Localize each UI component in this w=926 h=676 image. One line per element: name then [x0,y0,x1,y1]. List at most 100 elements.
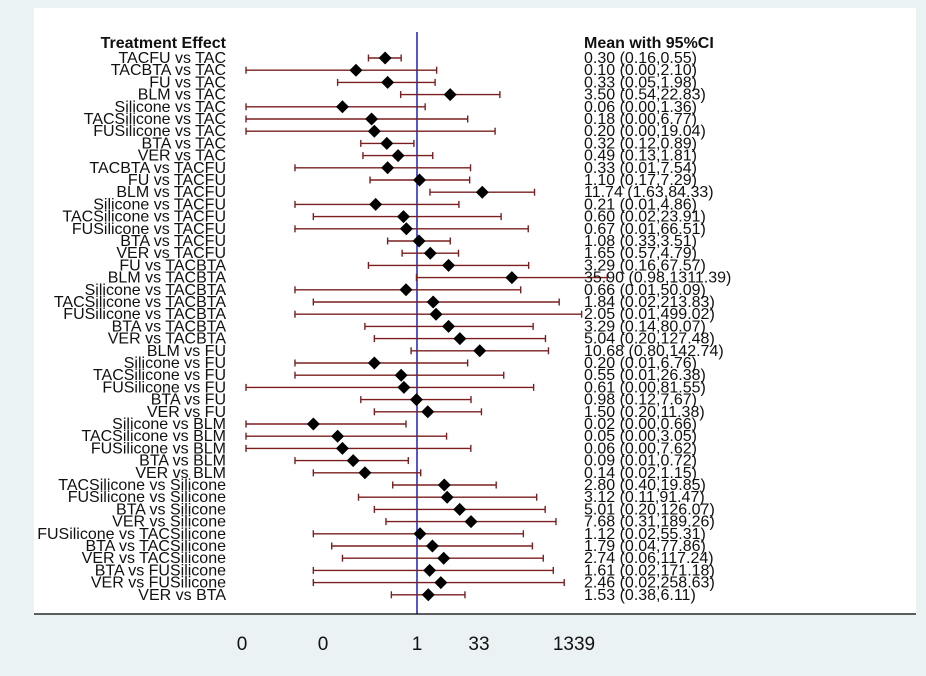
forest-row: TACSilicone vs Silicone 2.80 (0.40,19.85) [58,477,706,494]
row-ci-text: 0.49 (0.13,1.81) [584,148,697,165]
row-label: Silicone vs TAC [115,99,226,116]
x-tick-label: 33 [468,634,489,655]
mean-marker [442,258,456,272]
row-label: VER vs BTA [138,587,226,604]
x-ticks-group: 0 0 1 33 1339 [237,634,595,655]
row-ci-text: 1.65 (0.57,4.79) [584,245,697,262]
row-ci-text: 7.68 (0.31,189.26) [584,514,715,531]
row-label: TACSilicone vs BLM [81,428,226,445]
mean-marker [396,210,410,224]
row-label: TACSilicone vs TAC [84,111,226,128]
forest-row: TACFU vs TAC 0.30 (0.16,0.55) [118,50,697,67]
forest-row: BTA vs BLM 0.09 (0.01,0.72) [139,453,697,470]
row-ci-text: 0.61 (0.00,81.55) [584,379,706,396]
row-label: TACSilicone vs FU [93,367,226,384]
forest-row: FUSilicone vs TACBTA 2.05 (0.01,499.02) [63,306,714,323]
row-ci-text: 0.33 (0.05,1.98) [584,74,697,91]
forest-row: BTA vs FU 0.98 (0.12,7.67) [151,392,697,409]
row-label: Silicone vs FU [124,355,226,372]
mean-marker [440,490,454,504]
forest-row: VER vs TACBTA 5.04 (0.20,127.48) [108,331,715,348]
row-ci-text: 3.12 (0.11,91.47) [584,489,705,506]
mean-marker [394,368,408,382]
mean-marker [399,222,413,236]
forest-row: VER vs Silicone 7.68 (0.31,189.26) [112,514,715,531]
forest-row: Silicone vs FU 0.20 (0.01,6.76) [124,355,697,372]
row-ci-text: 1.10 (0.17,7.29) [584,172,697,189]
row-ci-text: 0.30 (0.16,0.55) [584,50,697,67]
row-label: VER vs TACFU [116,245,226,262]
row-label: VER vs FUSilicone [91,575,226,592]
x-tick-label: 1339 [553,634,595,655]
forest-row: FUSilicone vs TACSilicone 1.12 (0.02,55.3… [37,526,706,543]
mean-marker [421,588,435,602]
row-label: BLM vs TACFU [116,184,226,201]
forest-row: FUSilicone vs TACFU 0.67 (0.01,66.51) [72,221,706,238]
row-label: FUSilicone vs Silicone [68,489,226,506]
row-label: VER vs FU [147,404,226,421]
row-label: BTA vs BLM [139,453,226,470]
header-treatment-effect: Treatment Effect [101,35,227,52]
row-ci-text: 2.05 (0.01,499.02) [584,306,715,323]
row-ci-text: 0.20 (0.01,6.76) [584,355,697,372]
row-label: TACSilicone vs TACBTA [54,294,227,311]
row-label: FU vs TACBTA [119,257,226,274]
forest-row: VER vs TACFU 1.65 (0.57,4.79) [116,245,697,262]
row-label: BTA vs TACBTA [112,318,227,335]
header-mean-ci: Mean with 95%CI [584,35,714,52]
row-ci-text: 0.20 (0.00,19.04) [584,123,706,140]
rows-group: TACFU vs TAC 0.30 (0.16,0.55)TACBTA vs TA… [37,50,731,604]
mean-marker [475,185,489,199]
mean-marker [409,393,423,407]
mean-marker [413,527,427,541]
row-ci-text: 5.04 (0.20,127.48) [584,331,715,348]
forest-row: BLM vs TACBTA 35.90 (0.98,1311.39) [108,270,732,287]
row-ci-text: 3.29 (0.14,80.07) [584,318,706,335]
mean-marker [381,75,395,89]
mean-marker [369,197,383,211]
mean-marker [473,344,487,358]
mean-marker [443,88,457,102]
mean-marker [391,149,405,163]
row-ci-text: 0.10 (0.00,2.10) [584,62,697,79]
row-label: FUSilicone vs BLM [91,440,226,457]
forest-row: Silicone vs TAC 0.06 (0.00,1.36) [115,99,697,116]
x-tick-label: 0 [318,634,329,655]
row-label: Silicone vs TACBTA [85,282,227,299]
row-label: BTA vs FUSilicone [95,562,226,579]
row-ci-text: 0.98 (0.12,7.67) [584,392,697,409]
row-ci-text: 1.53 (0.38,6.11) [584,587,696,604]
row-label: Silicone vs TACFU [93,196,226,213]
mean-marker [378,51,392,65]
row-ci-text: 2.80 (0.40,19.85) [584,477,706,494]
forest-row: VER vs FUSilicone 2.46 (0.02,258.63) [91,575,715,592]
mean-marker [453,332,467,346]
mean-marker [437,551,451,565]
row-label: TACSilicone vs Silicone [58,477,226,494]
forest-row: TACSilicone vs TACFU 0.60 (0.02,23.91) [62,209,705,226]
mean-marker [505,271,519,285]
row-ci-text: 1.12 (0.02,55.31) [584,526,706,543]
row-ci-text: 0.33 (0.01,7.54) [584,160,697,177]
mean-marker [335,100,349,114]
mean-marker [331,429,345,443]
row-ci-text: 3.29 (0.16,67.57) [584,257,706,274]
row-label: VER vs TAC [138,148,226,165]
x-tick-label: 1 [412,634,423,655]
row-ci-text: 1.79 (0.04,77.86) [584,538,706,555]
row-ci-text: 0.21 (0.01,4.86) [584,196,697,213]
row-label: TACFU vs TAC [118,50,226,67]
forest-row: BTA vs TACBTA 3.29 (0.14,80.07) [112,318,706,335]
forest-row: TACSilicone vs TAC 0.18 (0.00,6.77) [84,111,697,128]
row-ci-text: 0.60 (0.02,23.91) [584,209,706,226]
row-ci-text: 35.90 (0.98,1311.39) [584,270,731,287]
row-ci-text: 2.46 (0.02,258.63) [584,575,715,592]
mean-marker [367,124,381,138]
forest-row: Silicone vs TACBTA 0.66 (0.01,50.09) [85,282,706,299]
row-label: BTA vs TAC [142,135,226,152]
row-ci-text: 0.66 (0.01,50.09) [584,282,706,299]
mean-marker [358,466,372,480]
row-label: BLM vs FU [147,343,226,360]
row-ci-text: 1.08 (0.33,3.51) [584,233,697,250]
mean-marker [442,319,456,333]
